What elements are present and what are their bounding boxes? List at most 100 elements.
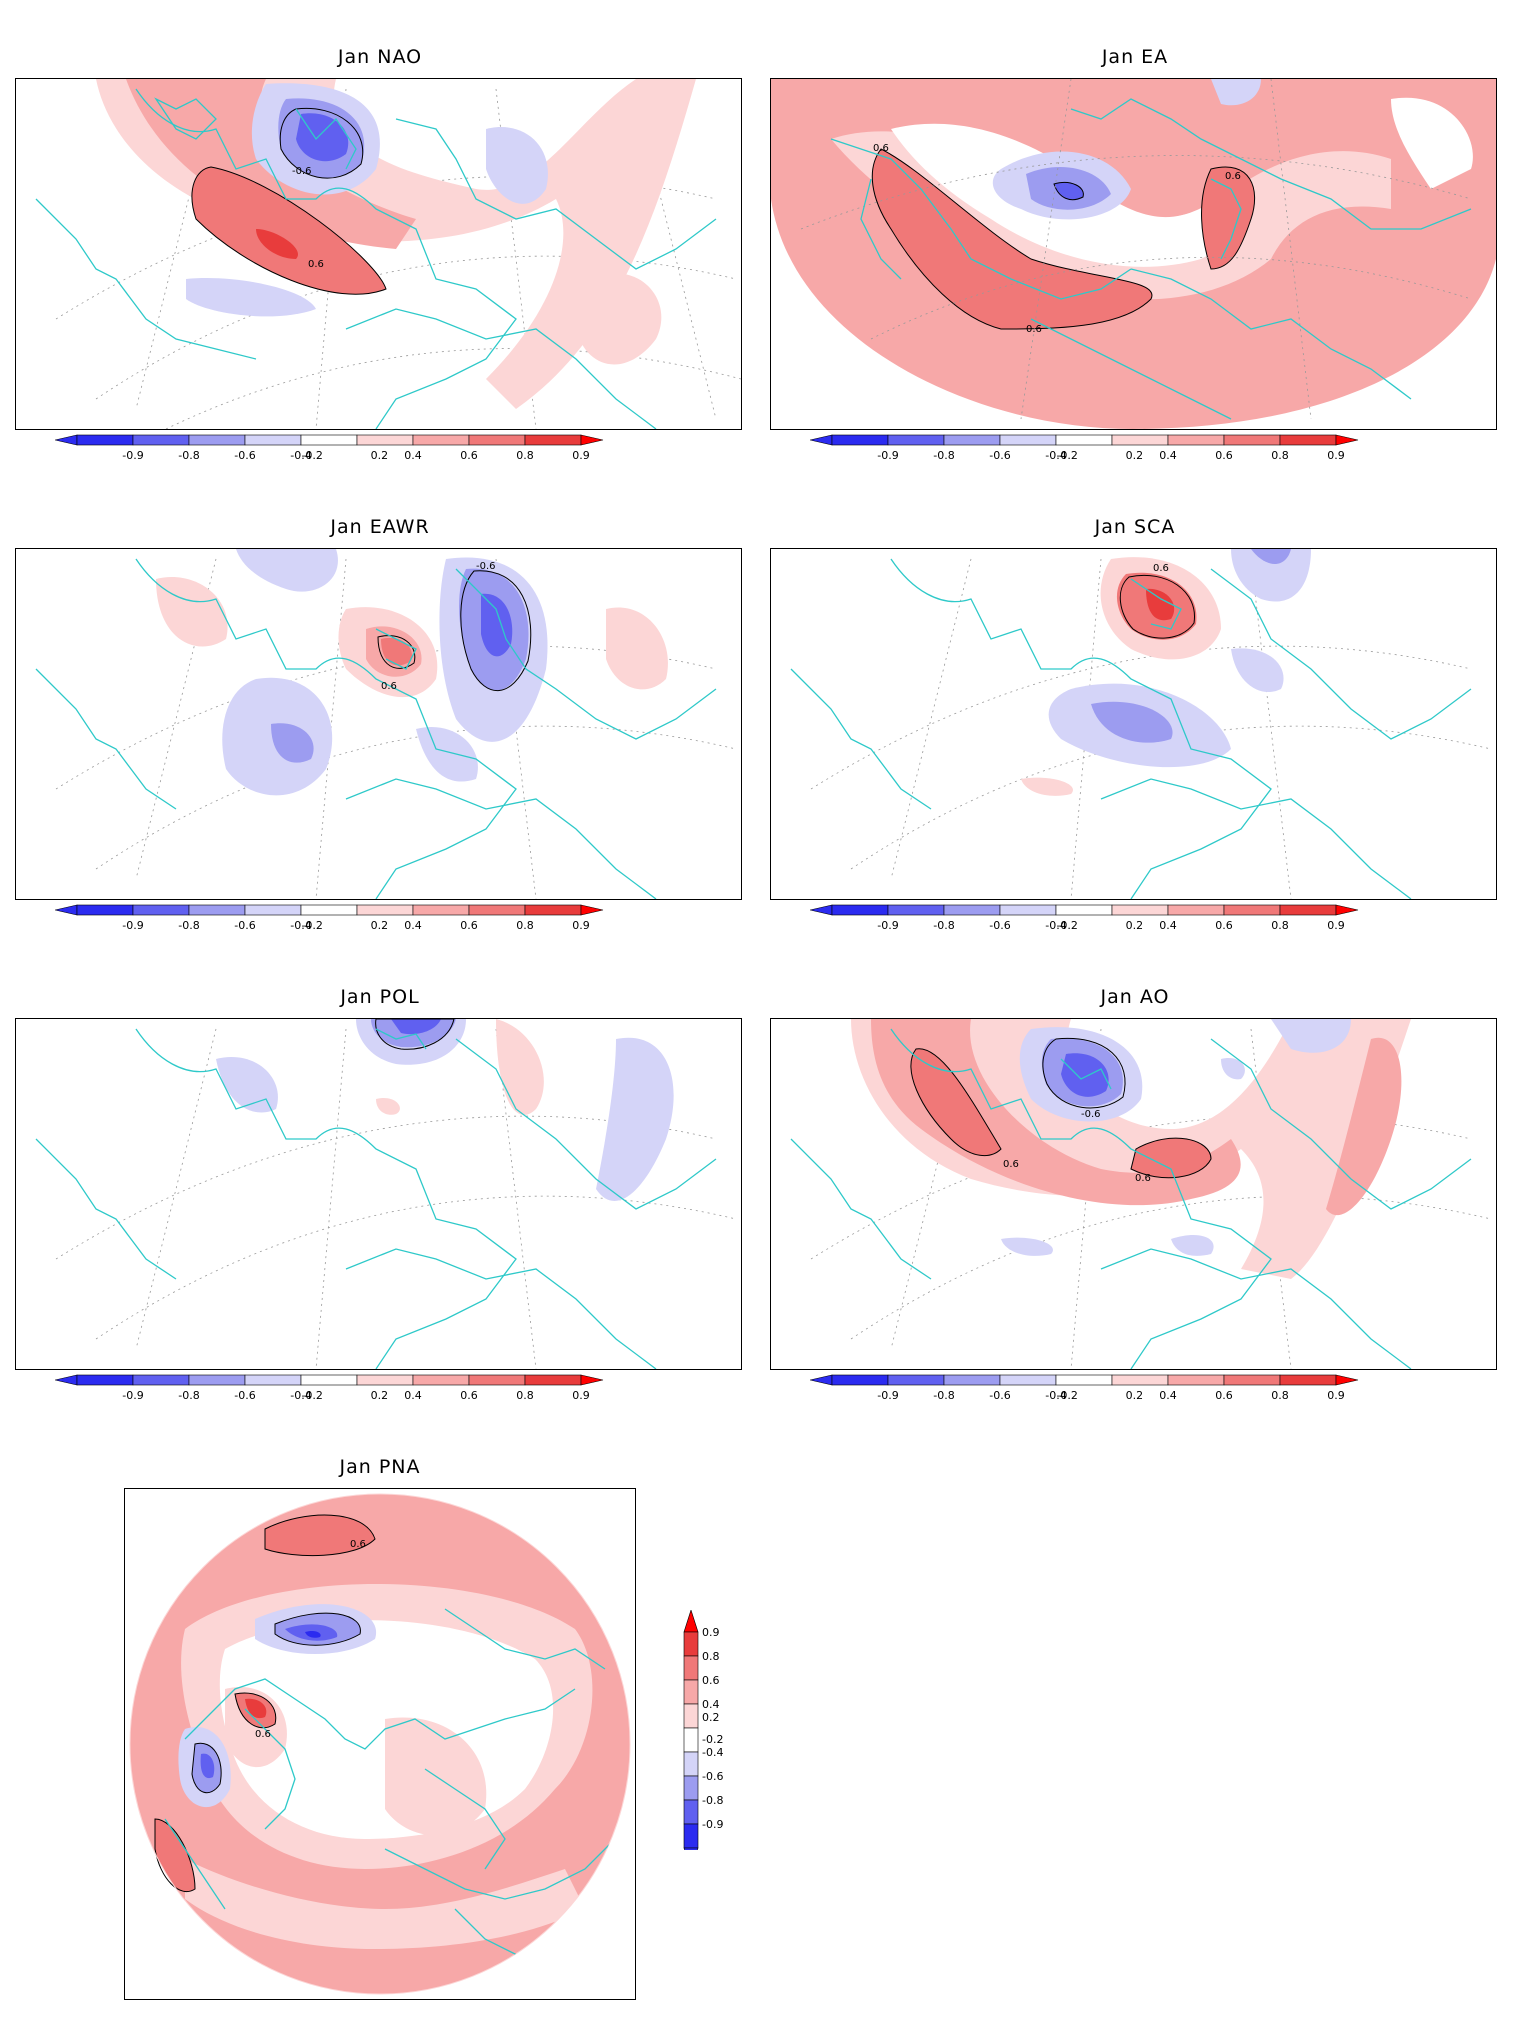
contour-line bbox=[191, 166, 387, 295]
colorbar-tick-label: 0.4 bbox=[1159, 449, 1177, 462]
colorbar-segment bbox=[524, 904, 582, 916]
panel-title: Jan SCA bbox=[1094, 516, 1176, 538]
panel-title: Jan EAWR bbox=[330, 516, 430, 538]
contour-label: -0.6 bbox=[1081, 1109, 1101, 1120]
panel-nao: Jan NAO bbox=[15, 40, 745, 470]
colorbar-segment bbox=[412, 904, 470, 916]
colorbar-tick-label: -0.8 bbox=[933, 1389, 954, 1402]
colorbar-tick-label: -0.8 bbox=[178, 1389, 199, 1402]
contour-label: 0.6 bbox=[255, 1729, 271, 1740]
contour-label: 0.6 bbox=[1153, 563, 1169, 574]
contour-line bbox=[264, 1514, 376, 1556]
panel-title: Jan AO bbox=[1100, 986, 1170, 1008]
map-pol bbox=[15, 1018, 742, 1370]
colorbar-segment bbox=[831, 1374, 889, 1386]
colorbar-tick-label: 0.2 bbox=[1126, 449, 1144, 462]
colorbar-tick-label: 0.9 bbox=[1327, 919, 1345, 932]
colorbar-segment bbox=[943, 434, 1001, 446]
colorbar-segment bbox=[76, 434, 134, 446]
colorbar-tick-label: 0.4 bbox=[702, 1698, 720, 1711]
colorbar-tick-label: 0.6 bbox=[1215, 1389, 1233, 1402]
panel-title: Jan EA bbox=[1101, 46, 1169, 68]
colorbar-tick-label: 0.9 bbox=[1327, 1389, 1345, 1402]
colorbar-segment bbox=[943, 904, 1001, 916]
contour-line bbox=[910, 1048, 1002, 1157]
contour-line bbox=[154, 1818, 196, 1892]
colorbar-tick-label: 0.8 bbox=[1271, 449, 1289, 462]
contour-line bbox=[1130, 1137, 1212, 1179]
colorbar-tick-label: -0.8 bbox=[933, 919, 954, 932]
colorbar-tick-label: 0.2 bbox=[371, 919, 389, 932]
colorbar-tick-label: -0.6 bbox=[234, 919, 255, 932]
anomaly-fill bbox=[156, 549, 668, 796]
contour-label: -0.6 bbox=[476, 561, 496, 572]
colorbar-segment bbox=[132, 1374, 190, 1386]
colorbar-segment bbox=[132, 904, 190, 916]
panel-eawr: Jan EAWR bbox=[15, 510, 745, 940]
colorbar-tick-label: 0.6 bbox=[1215, 449, 1233, 462]
colorbar-segment bbox=[683, 1751, 699, 1777]
colorbar-tick-label: -0.6 bbox=[989, 1389, 1010, 1402]
colorbar-segment bbox=[1279, 1374, 1337, 1386]
colorbar-tick-label: 0.8 bbox=[516, 449, 534, 462]
colorbar-arrow-left bbox=[54, 1374, 78, 1386]
map-eawr: -0.6 0.6 bbox=[15, 548, 742, 900]
colorbar-tick-label: -0.9 bbox=[877, 449, 898, 462]
colorbar-segment bbox=[1279, 904, 1337, 916]
coastlines bbox=[830, 98, 1472, 420]
colorbar-segment bbox=[188, 1374, 246, 1386]
contour-label: 0.6 bbox=[1026, 324, 1042, 335]
colorbar-segment bbox=[1223, 434, 1281, 446]
panel-pol: Jan POL bbox=[15, 980, 745, 1410]
colorbar: -0.9 -0.8 -0.6 -0.4 -0.2 0.2 0.4 0.6 0.8 0.9 bbox=[54, 1373, 695, 1409]
map-sca: 0.6 bbox=[770, 548, 1497, 900]
colorbar-arrow-right bbox=[580, 904, 604, 916]
colorbar-tick-label: -0.8 bbox=[702, 1794, 723, 1807]
colorbar-tick-label: -0.2 bbox=[301, 1389, 322, 1402]
colorbar-segment bbox=[1111, 434, 1169, 446]
panel-ea: Jan EA bbox=[770, 40, 1500, 470]
colorbar-tick-label: 0.4 bbox=[1159, 1389, 1177, 1402]
coastlines bbox=[35, 1028, 717, 1369]
colorbar-tick-label: -0.8 bbox=[178, 449, 199, 462]
colorbar-tick-label: 0.9 bbox=[572, 919, 590, 932]
colorbar-segment bbox=[831, 434, 889, 446]
coastlines bbox=[35, 88, 717, 429]
grid-lines bbox=[55, 1028, 737, 1369]
colorbar-tick-label: -0.6 bbox=[989, 449, 1010, 462]
colorbar-segment bbox=[1223, 904, 1281, 916]
contour-label: 0.6 bbox=[1135, 1173, 1151, 1184]
colorbar-tick-label: -0.9 bbox=[877, 919, 898, 932]
colorbar-segment bbox=[683, 1679, 699, 1705]
colorbar-segment bbox=[468, 434, 526, 446]
colorbar-tick-label: 0.2 bbox=[702, 1711, 720, 1724]
colorbar-tick-label: 0.4 bbox=[1159, 919, 1177, 932]
colorbar-arrow-left bbox=[54, 434, 78, 446]
colorbar-segment bbox=[356, 434, 414, 446]
colorbar-segment bbox=[999, 1374, 1057, 1386]
colorbar-arrow-right bbox=[1335, 904, 1359, 916]
anomaly-fill bbox=[1021, 549, 1311, 796]
colorbar-segment bbox=[188, 434, 246, 446]
colorbar-tick-label: 0.9 bbox=[572, 1389, 590, 1402]
colorbar-tick-label: -0.8 bbox=[933, 449, 954, 462]
colorbar-tick-label: -0.4 bbox=[290, 1389, 311, 1402]
grid-lines bbox=[810, 558, 1492, 899]
contour-label: 0.6 bbox=[873, 143, 889, 154]
colorbar-segment bbox=[999, 904, 1057, 916]
colorbar-tick-label: -0.9 bbox=[702, 1818, 723, 1831]
colorbar-tick-label: -0.4 bbox=[1045, 919, 1066, 932]
colorbar-tick-label: 0.8 bbox=[1271, 1389, 1289, 1402]
contour-line bbox=[1042, 1037, 1126, 1109]
panel-title: Jan POL bbox=[340, 986, 420, 1008]
colorbar-tick-label: 0.6 bbox=[702, 1674, 720, 1687]
colorbar-segment bbox=[468, 904, 526, 916]
colorbar-tick-label: 0.2 bbox=[371, 1389, 389, 1402]
colorbar: -0.9 -0.8 -0.6 -0.4 -0.2 0.2 0.4 0.6 0.8 0.9 bbox=[54, 433, 695, 469]
colorbar-segment bbox=[1055, 434, 1113, 446]
panel-sca: Jan SCA bbox=[770, 510, 1500, 940]
colorbar-segment bbox=[887, 434, 945, 446]
colorbar-segment bbox=[683, 1823, 699, 1849]
colorbar-segment bbox=[1055, 1374, 1113, 1386]
colorbar-segment bbox=[1055, 904, 1113, 916]
